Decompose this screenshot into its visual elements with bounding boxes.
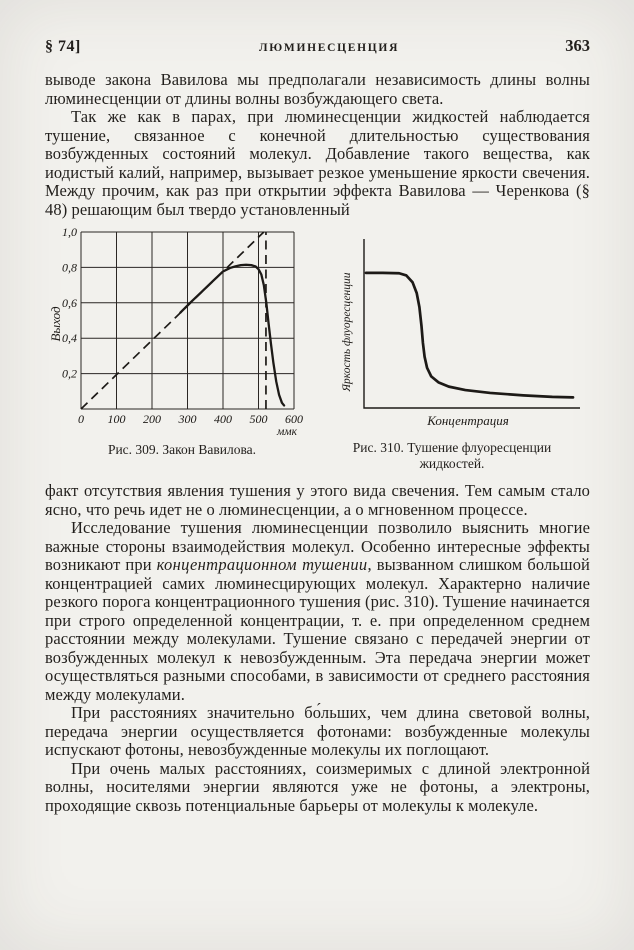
- x-tick-label: 600: [285, 412, 303, 426]
- text-run-pre: Исследование тушения люминесценции позво…: [45, 518, 590, 574]
- paragraph-continuation-3: факт отсутствия явления тушения у этого …: [45, 481, 590, 519]
- y-tick-label: 0,8: [62, 260, 77, 274]
- grid-lines: [80, 231, 295, 410]
- page-number: 363: [565, 36, 590, 55]
- section-marker: § 74]: [45, 38, 81, 55]
- y-tick-label: 0,6: [62, 296, 77, 310]
- paragraph-2: Так же как в парах, при люминесценции жи…: [45, 107, 590, 219]
- caption-line-2: жидкостей.: [419, 456, 485, 471]
- x-tick-label: 0: [78, 412, 84, 426]
- x-axis-label: Концентрация: [426, 413, 509, 428]
- figure-310-caption: Рис. 310. Тушение флуоресценции жидкосте…: [326, 440, 578, 472]
- paragraph-continuation-1: выводе закона Вавилова мы предполагали н…: [45, 70, 590, 108]
- emphasis-term: концентрационном тушении: [156, 555, 368, 574]
- captions-row: Рис. 309. Закон Вавилова. Рис. 310. Туше…: [51, 440, 590, 472]
- y-axis-label: Выход: [51, 306, 63, 342]
- figure-309-caption: Рис. 309. Закон Вавилова.: [107, 442, 257, 457]
- paragraph-4: Исследование тушения люминесценции позво…: [45, 518, 590, 704]
- x-tick-label: 400: [214, 412, 232, 426]
- y-axis-label: Яркость флуоресценции: [341, 272, 353, 392]
- x-axis-unit: ммк: [276, 426, 298, 437]
- page-header: § 74] ЛЮМИНЕСЦЕНЦИЯ 363: [45, 36, 590, 56]
- axes-lines: [363, 239, 580, 409]
- figure-310-quenching-chart: Яркость флуоресценции Концентрация: [341, 239, 580, 428]
- figure-309-vavilov-law-chart: 0 100 200 300 400 500 600 0,2 0,4 0,6 0,8 1,0 Выход…: [51, 227, 303, 437]
- data-curve: [364, 271, 575, 399]
- tick-labels: 0 100 200 300 400 500 600 0,2 0,4 0,6 0,8 1,0: [62, 227, 303, 426]
- y-tick-label: 0,2: [62, 367, 77, 381]
- figures-row: 0 100 200 300 400 500 600 0,2 0,4 0,6 0,8 1,0 Выход…: [51, 227, 590, 437]
- x-tick-label: 100: [108, 412, 126, 426]
- vavilov-diagonal-dashed: [80, 231, 265, 410]
- text-run-post: , вызванном слишком большой концентрацие…: [45, 555, 590, 704]
- quenching-curve: [364, 271, 575, 399]
- paragraph-5: При расстояниях значительно бо́льших, че…: [45, 703, 590, 759]
- data-curves: [80, 231, 286, 410]
- caption-line-1: Рис. 310. Тушение флуоресценции: [352, 440, 552, 455]
- running-title: ЛЮМИНЕСЦЕНЦИЯ: [258, 42, 400, 54]
- y-tick-label: 1,0: [62, 227, 77, 239]
- x-tick-label: 200: [143, 412, 161, 426]
- luminescence-yield-curve: [179, 263, 286, 407]
- paragraph-6: При очень малых расстояниях, соизмеримых…: [45, 758, 590, 815]
- x-tick-label: 500: [250, 412, 268, 426]
- y-tick-label: 0,4: [62, 331, 77, 345]
- x-tick-label: 300: [178, 412, 197, 426]
